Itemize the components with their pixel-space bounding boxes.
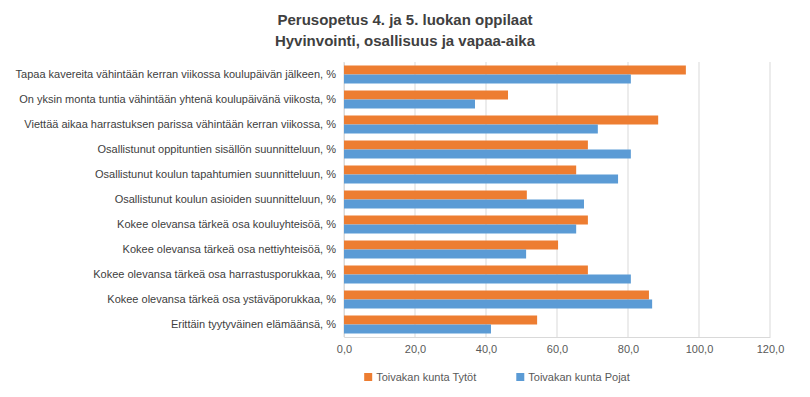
y-tick: Erittäin tyytyväinen elämäänsä, % xyxy=(171,318,344,330)
bar xyxy=(344,125,598,134)
bar xyxy=(344,200,584,209)
y-tick-label: Kokee olevansa tärkeä osa nettiyhteisöä,… xyxy=(123,243,337,255)
y-tick: Osallistunut koulun asioiden suunnittelu… xyxy=(115,193,344,205)
bar xyxy=(344,66,686,75)
bar xyxy=(344,150,631,159)
bar xyxy=(344,166,576,175)
y-tick: On yksin monta tuntia vähintään yhtenä k… xyxy=(19,93,344,105)
x-tick: 120,0 xyxy=(757,337,785,355)
bar xyxy=(344,216,588,225)
bar xyxy=(344,325,491,334)
legend-swatch xyxy=(516,373,524,381)
legend-swatch xyxy=(364,373,372,381)
y-tick: Kokee olevansa tärkeä osa harrastusporuk… xyxy=(93,268,344,280)
x-tick: 40,0 xyxy=(476,337,497,355)
bar xyxy=(344,300,652,309)
bar xyxy=(344,266,588,275)
y-tick-label: Osallistunut koulun tapahtumien suunnitt… xyxy=(95,168,336,180)
y-tick-label: Kokee olevansa tärkeä osa ystäväporukkaa… xyxy=(107,293,336,305)
y-tick-label: Kokee olevansa tärkeä osa kouluyhteisöä,… xyxy=(117,218,336,230)
y-tick-label: Tapaa kavereita vähintään kerran viikoss… xyxy=(16,68,337,80)
chart: Perusopetus 4. ja 5. luokan oppilaat Hyvi… xyxy=(0,0,810,397)
grid-line xyxy=(770,62,771,337)
x-tick: 0,0 xyxy=(337,337,352,355)
y-tick-label: Erittäin tyytyväinen elämäänsä, % xyxy=(171,318,336,330)
legend-label: Toivakan kunta Tytöt xyxy=(376,371,476,383)
bar xyxy=(344,291,649,300)
grid-line xyxy=(699,62,700,337)
x-tick: 100,0 xyxy=(686,337,714,355)
bar xyxy=(344,91,508,100)
bar xyxy=(344,75,631,84)
x-tick-label: 120,0 xyxy=(757,343,785,355)
y-tick-label: Osallistunut koulun asioiden suunnittelu… xyxy=(115,193,337,205)
bar xyxy=(344,316,537,325)
legend: Toivakan kunta Tytöt Toivakan kunta Pojat xyxy=(364,371,630,383)
y-tick: Kokee olevansa tärkeä osa kouluyhteisöä,… xyxy=(117,218,344,230)
x-axis-line xyxy=(345,337,771,338)
subtitle: Hyvinvointi, osallisuus ja vapaa-aika xyxy=(275,32,536,49)
legend-item: Toivakan kunta Pojat xyxy=(516,371,630,383)
y-tick-label: Kokee olevansa tärkeä osa harrastusporuk… xyxy=(93,268,336,280)
bar xyxy=(344,275,631,284)
bar xyxy=(344,250,526,259)
y-tick: Osallistunut oppituntien sisällön suunni… xyxy=(98,143,344,155)
y-tick-label: On yksin monta tuntia vähintään yhtenä k… xyxy=(19,93,336,105)
y-tick-label: Viettää aikaa harrastuksen parissa vähin… xyxy=(24,118,336,130)
bar xyxy=(344,141,588,150)
y-axis: Tapaa kavereita vähintään kerran viikoss… xyxy=(16,63,345,338)
x-tick: 80,0 xyxy=(618,337,639,355)
y-tick: Osallistunut koulun tapahtumien suunnitt… xyxy=(95,168,344,180)
x-tick-label: 100,0 xyxy=(686,343,714,355)
bar xyxy=(344,116,658,125)
x-tick: 20,0 xyxy=(405,337,426,355)
bar xyxy=(344,175,618,184)
bar xyxy=(344,191,527,200)
x-axis: 0,0 20,0 40,0 60,0 80,0 100,0 120,0 xyxy=(337,337,784,355)
x-tick-label: 20,0 xyxy=(405,343,426,355)
y-tick: Tapaa kavereita vähintään kerran viikoss… xyxy=(16,68,344,80)
bar xyxy=(344,100,475,109)
title: Perusopetus 4. ja 5. luokan oppilaat xyxy=(277,11,532,28)
x-tick-label: 40,0 xyxy=(476,343,497,355)
bar xyxy=(344,225,576,234)
legend-label: Toivakan kunta Pojat xyxy=(528,371,630,383)
y-tick: Kokee olevansa tärkeä osa ystäväporukkaa… xyxy=(107,293,344,305)
x-tick-label: 60,0 xyxy=(547,343,568,355)
grid xyxy=(344,62,770,337)
y-tick: Viettää aikaa harrastuksen parissa vähin… xyxy=(24,118,344,130)
y-tick: Kokee olevansa tärkeä osa nettiyhteisöä,… xyxy=(123,243,344,255)
y-tick-label: Osallistunut oppituntien sisällön suunni… xyxy=(98,143,337,155)
x-tick-label: 80,0 xyxy=(618,343,639,355)
x-tick-label: 0,0 xyxy=(337,343,352,355)
bars xyxy=(344,66,686,334)
bar xyxy=(344,241,558,250)
x-tick: 60,0 xyxy=(547,337,568,355)
legend-item: Toivakan kunta Tytöt xyxy=(364,371,476,383)
